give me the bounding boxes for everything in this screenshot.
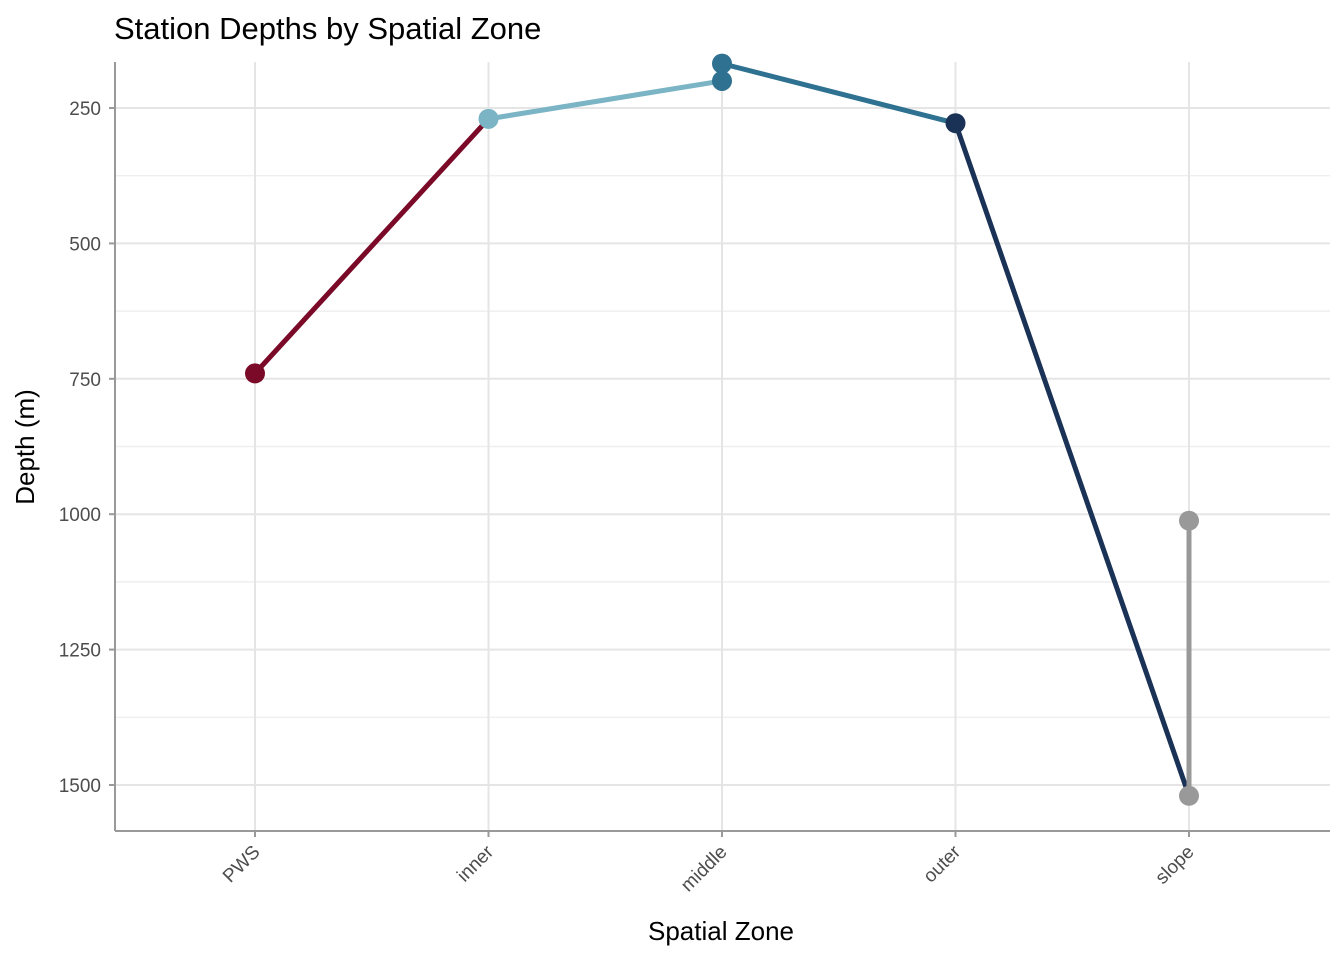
data-point	[712, 70, 732, 91]
x-tick-label: middle	[677, 842, 731, 896]
y-tick-label: 1500	[59, 776, 101, 797]
line-segment	[953, 120, 1192, 799]
axes	[109, 62, 1330, 837]
chart-title: Station Depths by Spatial Zone	[114, 11, 541, 46]
data-point	[1179, 785, 1199, 806]
line-segment	[252, 116, 491, 376]
line-segment	[719, 61, 958, 126]
x-tick-label: inner	[453, 841, 498, 886]
y-tick-label: 250	[69, 99, 101, 120]
grid	[115, 62, 1330, 831]
y-tick-label: 1250	[59, 641, 101, 662]
x-axis-title: Spatial Zone	[648, 916, 794, 946]
x-tick-label: PWS	[219, 842, 264, 887]
data-point	[945, 113, 966, 134]
y-tick-label: 500	[69, 234, 101, 255]
data-point	[245, 363, 265, 384]
y-tick-label: 750	[69, 370, 101, 391]
line-segment	[486, 78, 725, 122]
x-tick-label: slope	[1152, 842, 1199, 889]
data-points	[245, 53, 1199, 806]
data-point	[712, 53, 732, 74]
data-point	[478, 108, 499, 129]
data-point	[1179, 510, 1199, 531]
series-lines	[252, 61, 1192, 799]
y-tick-label: 1000	[59, 505, 101, 526]
tick-labels: 250 500 750 1000 1250 1500 PWS inner middle outer…	[59, 99, 1199, 896]
x-tick-label: outer	[920, 841, 966, 887]
y-axis-title: Depth (m)	[10, 389, 40, 505]
